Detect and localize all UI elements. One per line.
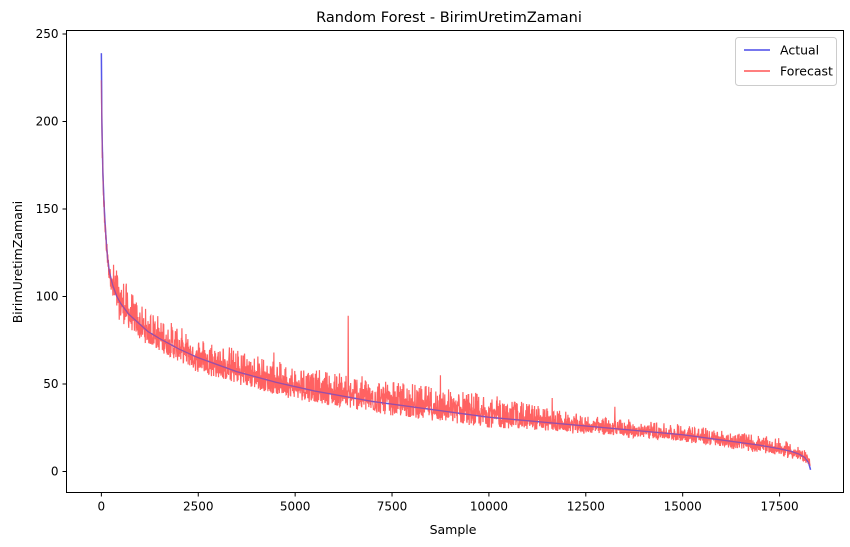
x-axis: 0 2500 5000 7500 10000 12500 15000 17500 (98, 492, 799, 514)
legend-label-actual: Actual (780, 43, 819, 58)
y-axis: 0 50 100 150 200 250 (36, 27, 67, 479)
y-tick-label: 150 (36, 202, 59, 216)
legend-label-forecast: Forecast (780, 64, 833, 79)
y-tick-label: 100 (36, 290, 59, 304)
x-tick-label: 7500 (377, 500, 408, 514)
x-tick-label: 17500 (760, 500, 798, 514)
y-tick-label: 250 (36, 27, 59, 41)
x-tick-label: 10000 (470, 500, 508, 514)
x-tick-label: 5000 (280, 500, 311, 514)
x-axis-label: Sample (430, 522, 477, 537)
series-line-actual-overlay (100, 53, 812, 470)
x-tick-label: 12500 (567, 500, 605, 514)
y-tick-label: 0 (51, 465, 59, 479)
plot-frame (66, 30, 844, 493)
x-tick-label: 2500 (183, 500, 214, 514)
x-tick-label: 0 (98, 500, 106, 514)
legend: Actual Forecast (735, 37, 837, 86)
x-tick-label: 15000 (664, 500, 702, 514)
chart-title: Random Forest - BirimUretimZamani (316, 10, 582, 26)
y-axis-label: BirimUretimZamani (10, 201, 25, 324)
plot-area (100, 53, 812, 470)
y-tick-label: 200 (36, 115, 59, 129)
y-tick-label: 50 (43, 377, 58, 391)
